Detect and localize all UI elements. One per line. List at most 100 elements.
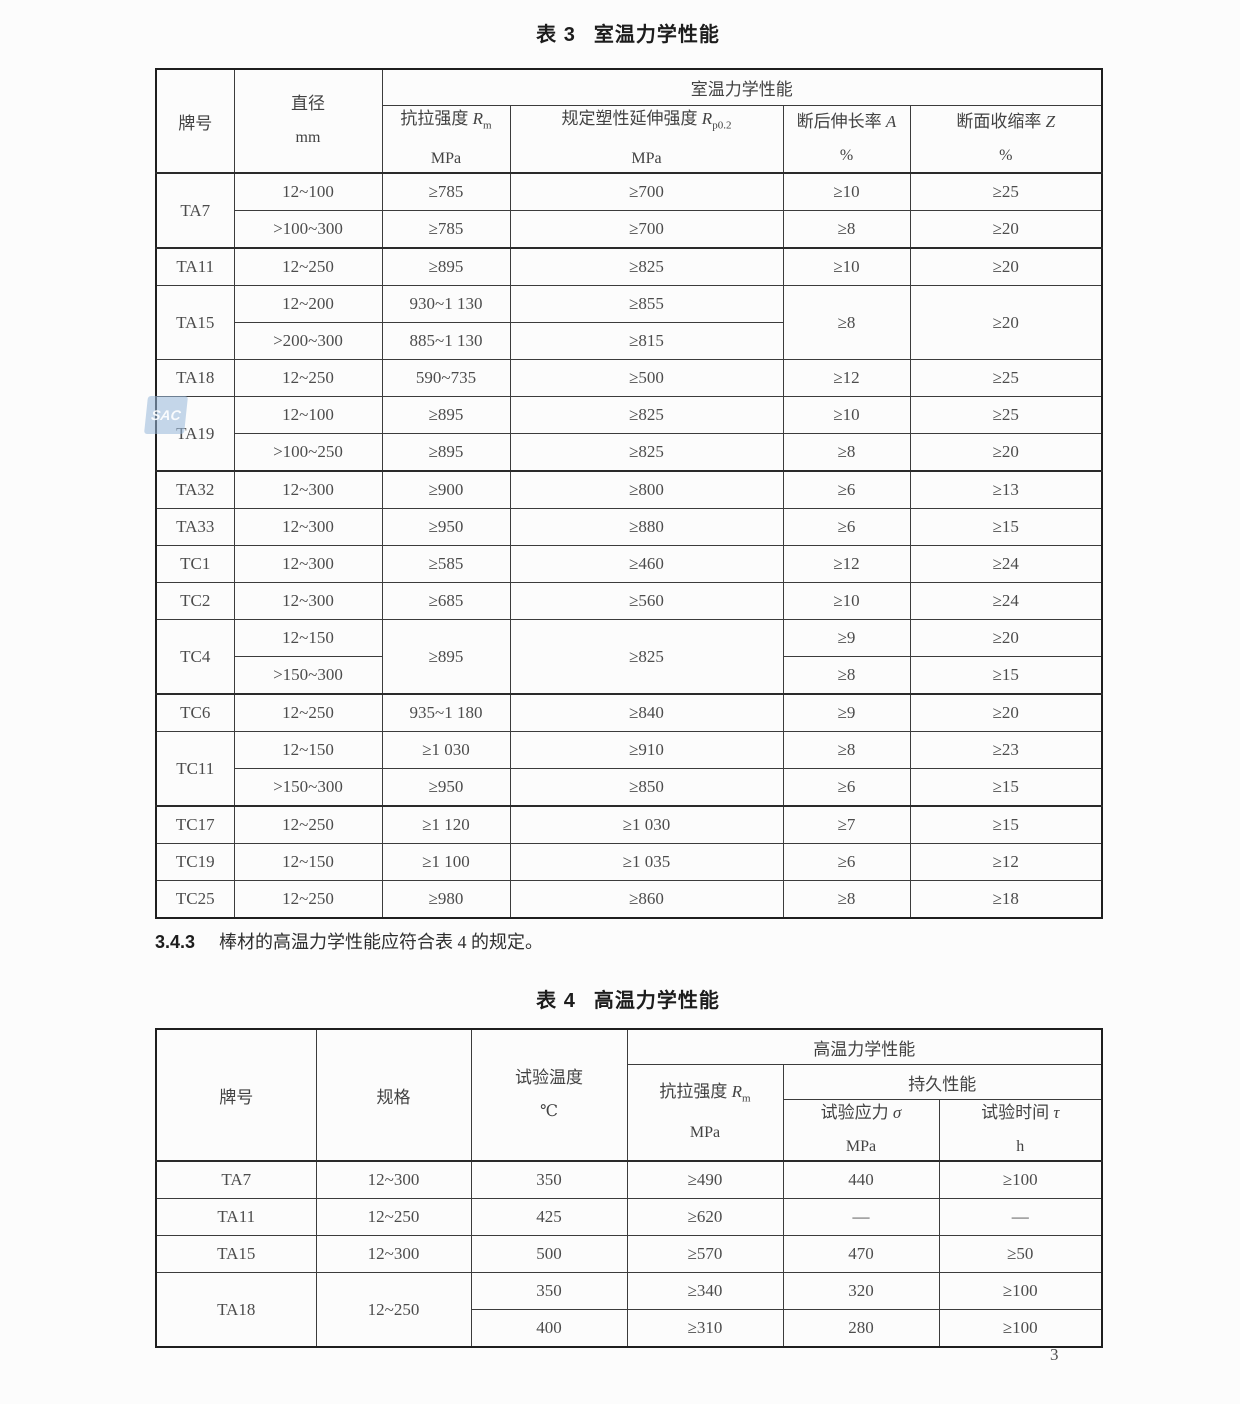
table4-high-temp-properties: 牌号 规格 试验温度 ℃ 高温力学性能 抗拉强度 Rm MPa 持久性能 试验应… xyxy=(155,1028,1103,1348)
table-cell: 12~300 xyxy=(233,582,383,621)
table-cell: ≥20 xyxy=(909,619,1103,658)
table-cell: ≥9 xyxy=(782,693,911,733)
t3-header-yield: 规定塑性延伸强度 Rp0.2 MPa xyxy=(509,105,784,174)
table-row: TC1 12~300 ≥585 ≥460 ≥12 ≥24 xyxy=(155,545,1103,584)
table-row: TC11 12~150 ≥1 030 ≥910 ≥8 ≥23 xyxy=(155,731,1103,807)
t4-header-tensile: 抗拉强度 Rm MPa xyxy=(626,1064,784,1162)
t4-header-stress-unit: MPa xyxy=(845,1138,877,1155)
table-cell: ≥895 xyxy=(381,247,511,287)
table-cell: 12~250 xyxy=(233,805,383,845)
table-cell: ≥24 xyxy=(909,545,1103,584)
table-cell: 350 xyxy=(470,1272,628,1310)
table-cell: ≥15 xyxy=(909,768,1103,807)
table-cell: ≥685 xyxy=(381,582,511,621)
table-cell: TA18 xyxy=(155,359,235,398)
table-row: TA7 12~300 350 ≥490 440 ≥100 xyxy=(155,1160,1103,1199)
table-cell: ≥10 xyxy=(782,247,911,287)
table-cell: 12~250 xyxy=(233,693,383,733)
table-cell: ≥6 xyxy=(782,470,911,510)
t3-header-elongation-symbol: A xyxy=(885,112,897,132)
table3-title: 表 3 室温力学性能 xyxy=(155,18,1101,47)
table-cell: ≥785 xyxy=(381,210,511,249)
table-cell: ≥850 xyxy=(509,768,784,807)
table-cell: 280 xyxy=(782,1309,940,1348)
table-cell: ≥8 xyxy=(782,285,911,361)
table-cell: ≥860 xyxy=(509,880,784,919)
table-cell: ≥50 xyxy=(938,1235,1103,1273)
table-cell: >200~300 xyxy=(233,322,383,361)
table-cell: 12~100 xyxy=(233,396,383,435)
table-cell: TA18 xyxy=(155,1272,317,1348)
table-cell: >100~250 xyxy=(233,433,383,472)
table-cell: ≥815 xyxy=(509,322,784,361)
table-cell: ≥23 xyxy=(909,731,1103,770)
table-cell: ≥1 120 xyxy=(381,805,511,845)
table-cell: TA11 xyxy=(155,1198,317,1236)
table-cell: ≥6 xyxy=(782,768,911,807)
table-row: >100~300 ≥785 ≥700 ≥8 ≥20 xyxy=(156,210,1103,249)
table-cell: 350 xyxy=(470,1160,628,1199)
table-cell: ≥585 xyxy=(381,545,511,584)
table-cell: ≥18 xyxy=(909,880,1103,919)
table-cell: ≥620 xyxy=(626,1198,784,1236)
table-cell: 425 xyxy=(470,1198,628,1236)
table-cell: ≥20 xyxy=(909,693,1103,733)
table-cell: ≥800 xyxy=(509,470,784,510)
t4-header-stress: 试验应力 σ MPa xyxy=(782,1099,940,1162)
table-cell: ≥825 xyxy=(509,396,784,435)
t4-header-spec: 规格 xyxy=(315,1028,472,1162)
table-cell: ≥950 xyxy=(381,768,511,807)
t3-header-tensile-label: 抗拉强度 xyxy=(400,109,469,128)
table-cell: ≥700 xyxy=(509,172,784,212)
table-cell: 12~250 xyxy=(315,1272,472,1348)
table-cell: ≥560 xyxy=(509,582,784,621)
t4-header-stress-label: 试验应力 xyxy=(820,1103,889,1122)
t4-header-time: 试验时间 τ h xyxy=(938,1099,1103,1162)
table-cell: ≥100 xyxy=(938,1160,1103,1199)
table-cell: 12~200 xyxy=(233,285,383,324)
table-row: TC19 12~150 ≥1 100 ≥1 035 ≥6 ≥12 xyxy=(155,843,1103,882)
table-cell: ≥13 xyxy=(909,470,1103,510)
t4-header-tensile-label: 抗拉强度 xyxy=(659,1082,728,1102)
t3-header-reduction-unit: % xyxy=(999,147,1013,165)
table-cell: ≥100 xyxy=(938,1272,1103,1310)
t4-header-tensile-symbol: R xyxy=(731,1082,743,1102)
t3-header-diameter-label: 直径 xyxy=(291,94,325,114)
sac-watermark: SAC xyxy=(144,396,188,434)
table-cell: ≥20 xyxy=(909,210,1103,249)
table-cell: ≥340 xyxy=(626,1272,784,1310)
table-row: TA19 12~100 ≥895 ≥825 ≥10 ≥25 xyxy=(155,396,1103,472)
table-cell: ≥20 xyxy=(909,433,1103,472)
table-cell: ≥1 035 xyxy=(509,843,784,882)
table-row: TA18 12~250 350 ≥340 320 ≥100 xyxy=(155,1272,1103,1348)
t3-header-yield-unit: MPa xyxy=(631,150,662,168)
table-cell: ≥980 xyxy=(381,880,511,919)
table-cell: ≥825 xyxy=(509,247,784,287)
table-cell: TA15 xyxy=(155,1235,317,1273)
table-cell: 470 xyxy=(782,1235,940,1273)
t4-header-time-unit: h xyxy=(1016,1138,1025,1155)
t3-header-yield-symbol: R xyxy=(701,109,713,128)
table-row: TA15 12~200 930~1 130 ≥855 ≥8 ≥20 xyxy=(155,285,1103,361)
table-cell: ≥500 xyxy=(509,359,784,398)
table-cell: TA11 xyxy=(155,247,235,287)
table-cell: ≥310 xyxy=(626,1309,784,1348)
table-cell: 12~250 xyxy=(315,1198,472,1236)
table-cell: ≥9 xyxy=(782,619,911,658)
table-cell: 12~150 xyxy=(233,843,383,882)
table-cell: 12~300 xyxy=(315,1235,472,1273)
table4-header-row-2: 抗拉强度 Rm MPa 持久性能 xyxy=(156,1064,1103,1162)
table-cell: ≥12 xyxy=(782,359,911,398)
table-cell: ≥6 xyxy=(782,508,911,547)
t4-header-endurance: 持久性能 xyxy=(782,1064,1103,1100)
table-cell: ≥12 xyxy=(782,545,911,584)
table-cell: TC2 xyxy=(155,582,235,621)
table-cell: TC1 xyxy=(155,545,235,584)
table-cell: ≥895 xyxy=(381,396,511,435)
t3-header-span: 室温力学性能 xyxy=(381,68,1103,106)
table-cell: TA7 xyxy=(155,172,235,249)
table-cell: TC19 xyxy=(155,843,235,882)
table-cell: ≥825 xyxy=(509,433,784,472)
table-cell: TA7 xyxy=(155,1160,317,1199)
table-cell: ≥8 xyxy=(782,433,911,472)
